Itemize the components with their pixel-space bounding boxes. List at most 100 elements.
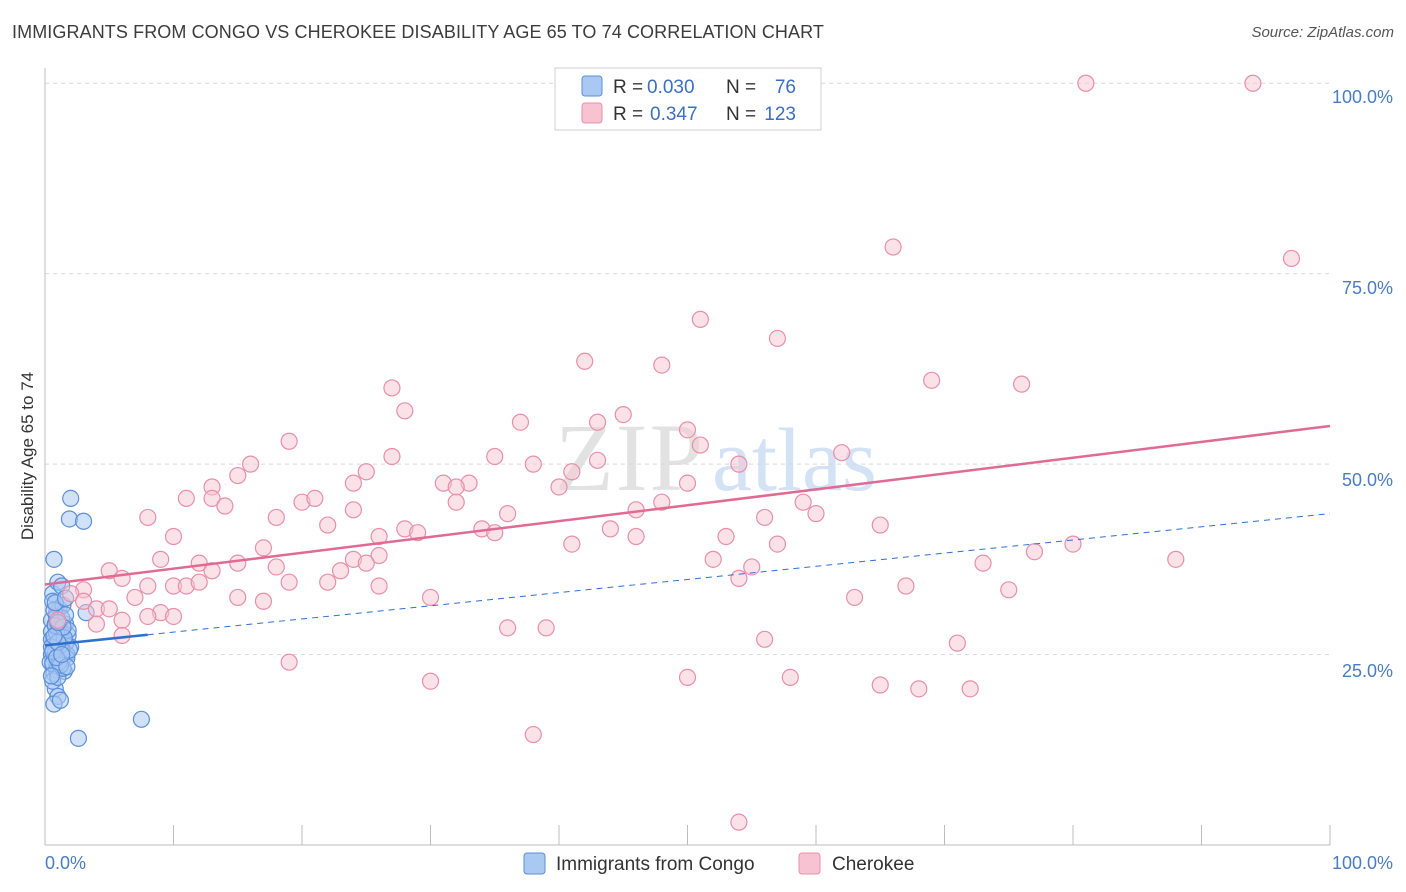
cherokee-point <box>1167 550 1185 568</box>
chart-title: IMMIGRANTS FROM CONGO VS CHEROKEE DISABI… <box>12 22 824 42</box>
legend-n-label-cherokee: N = <box>726 104 756 125</box>
cherokee-point <box>100 600 118 618</box>
legend: R = 0.030 N = 76 R = 0.347 N = 123 <box>554 67 822 131</box>
cherokee-point <box>370 546 388 565</box>
cherokee-point <box>1000 581 1018 599</box>
cherokee-point <box>139 577 157 595</box>
congo-point <box>53 645 71 664</box>
cherokee-point <box>588 451 607 469</box>
cherokee-point <box>678 421 697 439</box>
cherokee-point <box>383 379 401 397</box>
cherokee-point <box>190 573 208 591</box>
cherokee-point <box>563 463 581 481</box>
congo-point <box>62 489 80 507</box>
bottom-legend-swatch-congo <box>523 852 546 875</box>
bottom-legend: Immigrants from Congo Cherokee <box>523 852 914 875</box>
cherokee-point <box>344 501 362 519</box>
legend-n-value-cherokee: 123 <box>764 104 796 125</box>
congo-trendline-extended <box>147 513 1331 636</box>
cherokee-point <box>113 569 131 587</box>
congo-point <box>45 550 63 568</box>
cherokee-point <box>74 592 93 610</box>
cherokee-point <box>730 813 748 831</box>
cherokee-point <box>486 447 504 466</box>
cherokee-point <box>267 508 285 527</box>
cherokee-point <box>280 432 298 450</box>
cherokee-point <box>216 497 234 515</box>
cherokee-point <box>139 607 157 626</box>
cherokee-point <box>755 508 774 527</box>
cherokee-point <box>871 516 889 534</box>
cherokee-point <box>653 493 671 511</box>
congo-point <box>132 710 150 728</box>
cherokee-point <box>113 626 131 645</box>
cherokee-point <box>678 474 697 492</box>
cherokee-point <box>845 588 864 607</box>
cherokee-point <box>524 725 542 744</box>
cherokee-point <box>344 474 362 492</box>
cherokee-point <box>807 505 825 523</box>
cherokee-point <box>717 527 735 546</box>
cherokee-point <box>588 413 607 431</box>
cherokee-point <box>563 535 581 553</box>
cherokee-point <box>1282 249 1301 268</box>
y-tick-label-25: 25.0% <box>1342 661 1393 681</box>
cherokee-point <box>678 668 697 687</box>
series-cherokee-points <box>49 74 1301 831</box>
watermark-zip: ZIP <box>555 404 705 511</box>
cherokee-point <box>833 444 851 462</box>
y-tick-label-50: 50.0% <box>1342 470 1393 490</box>
cherokee-point <box>152 550 170 568</box>
cherokee-point <box>730 569 748 587</box>
cherokee-point <box>254 539 273 557</box>
cherokee-point <box>1064 535 1082 553</box>
legend-r-label-cherokee: R = <box>613 104 643 125</box>
congo-point <box>69 729 88 747</box>
cherokee-point <box>755 630 774 648</box>
cherokee-point <box>1244 74 1262 92</box>
cherokee-point <box>1077 74 1095 92</box>
congo-trendline <box>44 633 148 647</box>
chart-source: Source: ZipAtlas.com <box>1251 24 1394 41</box>
cherokee-trendline <box>44 424 1331 586</box>
cherokee-point <box>511 413 530 431</box>
legend-r-value-congo: 0.030 <box>647 77 695 98</box>
cherokee-point <box>653 356 671 374</box>
cherokee-point <box>164 527 183 546</box>
cherokee-point <box>910 680 928 698</box>
cherokee-point <box>794 493 812 511</box>
cherokee-point <box>1025 543 1044 561</box>
cherokee-point <box>768 535 787 553</box>
cherokee-point <box>139 508 157 527</box>
cherokee-point <box>524 455 542 473</box>
bottom-legend-label-cherokee: Cherokee <box>832 854 914 875</box>
x-ticks <box>44 825 1331 845</box>
cherokee-point <box>961 680 979 698</box>
cherokee-point <box>601 520 620 538</box>
cherokee-point <box>242 455 260 473</box>
cherokee-point <box>768 329 787 348</box>
cherokee-point <box>884 238 902 256</box>
y-tick-labels: 25.0% 50.0% 75.0% 100.0% <box>1332 87 1393 681</box>
cherokee-point <box>781 668 799 687</box>
cherokee-point <box>743 558 761 576</box>
cherokee-point <box>691 310 709 328</box>
cherokee-point <box>280 653 298 671</box>
cherokee-point <box>447 478 465 496</box>
y-tick-label-75: 75.0% <box>1342 278 1393 298</box>
cherokee-point <box>537 619 555 637</box>
cherokee-point <box>62 585 80 603</box>
cherokee-point <box>421 672 440 690</box>
cherokee-point <box>871 676 889 694</box>
cherokee-point <box>396 402 414 420</box>
cherokee-point <box>691 436 709 454</box>
x-tick-label-max: 100.0% <box>1332 853 1393 873</box>
legend-n-label-congo: N = <box>726 77 756 98</box>
cherokee-point <box>229 554 247 572</box>
cherokee-point <box>948 634 966 652</box>
cherokee-point <box>357 463 375 481</box>
cherokee-point <box>126 588 144 607</box>
congo-point <box>60 510 79 528</box>
cherokee-point <box>897 577 915 595</box>
